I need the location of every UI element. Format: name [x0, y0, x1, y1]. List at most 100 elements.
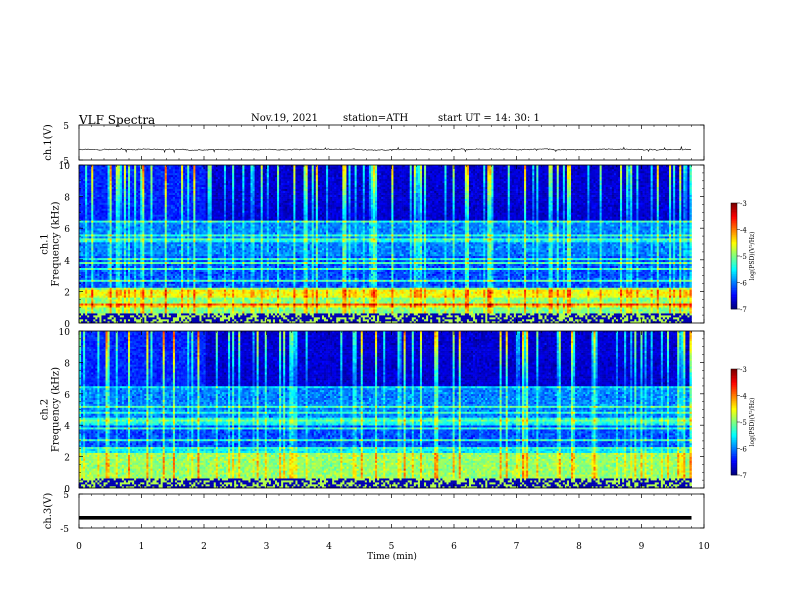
spectrogram-cell [117, 315, 121, 318]
spectrogram-cell [146, 263, 149, 267]
spectrogram-cell [117, 319, 121, 322]
spectrogram-cell [150, 236, 153, 239]
spectrogram-cell [144, 226, 147, 229]
spectrogram-cell [121, 301, 125, 304]
spectrogram-cell [93, 194, 96, 197]
spectrogram-cell [132, 281, 135, 284]
spectrogram-cell [105, 222, 108, 225]
spectrogram-cell [185, 291, 188, 294]
spectrogram-cell [136, 315, 139, 318]
spectrogram-cell [121, 287, 125, 290]
spectrogram-cell [154, 311, 157, 314]
spectrogram-cell [101, 315, 104, 318]
spectrogram-cell [113, 186, 117, 189]
spectrogram-cell [189, 172, 192, 176]
spectrogram-cell [181, 172, 184, 176]
spectrogram-cell [181, 206, 184, 209]
spectrogram-cell [117, 313, 121, 316]
spectrogram-cell [195, 277, 198, 280]
spectrogram-cell [172, 165, 176, 168]
spectrogram-cell [160, 240, 164, 243]
spectrogram-cell [142, 277, 145, 280]
spectrogram-cell [91, 202, 94, 205]
spectrogram-cell [105, 228, 108, 231]
spectrogram-cell [123, 317, 127, 320]
spectrogram-cell [113, 281, 117, 284]
spectrogram-cell [101, 172, 104, 176]
spectrogram-cell [81, 311, 84, 314]
spectrogram-cell [154, 210, 157, 213]
spectrogram-cell [87, 265, 90, 268]
spectrogram-cell [172, 277, 176, 280]
spectrogram-cell [172, 188, 176, 191]
spectrogram-cell [103, 309, 106, 312]
spectrogram-cell [79, 253, 82, 257]
spectrogram-cell [187, 206, 190, 209]
spectrogram-cell [197, 198, 200, 201]
spectrogram-cell [154, 291, 157, 294]
spectrogram-cell [168, 222, 172, 225]
spectrogram-cell [197, 238, 200, 241]
spectrogram-cell [183, 186, 186, 189]
spectrogram-cell [183, 299, 186, 302]
spectrogram-cell [146, 208, 149, 211]
spectrogram-cell [123, 220, 127, 223]
spectrogram-cell [117, 234, 121, 237]
spectrogram-cell [144, 166, 147, 170]
spectrogram-cell [101, 202, 104, 205]
spectrogram-cell [156, 303, 159, 306]
spectrogram-cell [121, 315, 125, 318]
spectrogram-cell [95, 301, 98, 304]
spectrogram-cell [177, 287, 180, 290]
spectrogram-cell [195, 236, 198, 239]
spectrogram-cell [168, 184, 172, 188]
spectrogram-cell [160, 180, 164, 184]
spectrogram-cell [179, 307, 182, 310]
spectrogram-cell [111, 244, 115, 247]
spectrogram-cell [109, 212, 112, 215]
spectrogram-cell [191, 257, 194, 261]
spectrogram-cell [115, 283, 119, 286]
spectrogram-cell [113, 212, 117, 215]
spectrogram-cell [164, 263, 168, 267]
spectrogram-cell [142, 232, 145, 235]
spectrogram-cell [103, 216, 106, 219]
spectrogram-cell [177, 313, 180, 316]
spectrogram-cell [150, 176, 153, 180]
spectrogram-cell [115, 315, 119, 318]
spectrogram-cell [195, 303, 198, 306]
spectrogram-cell [150, 232, 153, 235]
spectrogram-cell [142, 263, 145, 267]
spectrogram-cell [117, 178, 121, 182]
spectrogram-cell [174, 277, 178, 280]
spectrogram-cell [199, 172, 202, 176]
spectrogram-cell [89, 273, 92, 276]
spectrogram-cell [107, 224, 110, 227]
spectrogram-cell [166, 309, 170, 312]
spectrogram-cell [189, 194, 192, 197]
spectrogram-cell [197, 315, 200, 318]
spectrogram-cell [138, 234, 141, 237]
spectrogram-cell [89, 305, 92, 308]
spectrogram-cell [183, 259, 186, 263]
spectrogram-cell [160, 307, 164, 310]
spectrogram-cell [95, 218, 98, 221]
spectrogram-cell [166, 273, 170, 276]
spectrogram-cell [107, 245, 110, 249]
spectrogram-cell [121, 182, 125, 186]
spectrogram-cell [128, 214, 131, 217]
spectrogram-cell [185, 202, 188, 205]
spectrogram-cell [128, 238, 131, 241]
spectrogram-cell [199, 224, 202, 227]
spectrogram-cell [146, 240, 149, 243]
spectrogram-cell [132, 265, 135, 268]
spectrogram-cell [128, 202, 131, 205]
spectrogram-cell [162, 263, 166, 267]
spectrogram-cell [89, 267, 92, 270]
spectrogram-cell [162, 234, 166, 237]
spectrogram-cell [168, 244, 172, 247]
spectrogram-cell [193, 267, 196, 270]
spectrogram-cell [146, 188, 149, 191]
spectrogram-cell [109, 216, 112, 219]
spectrogram-cell [195, 311, 198, 314]
